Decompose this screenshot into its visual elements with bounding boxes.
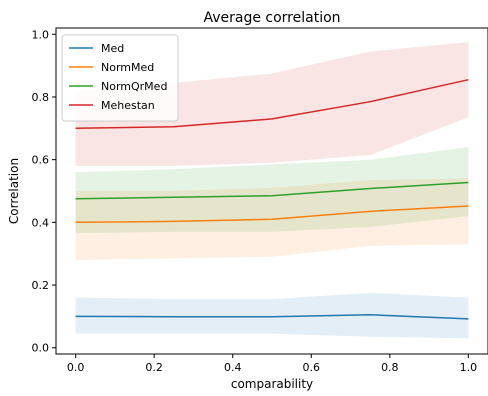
line-normqrmed: [75, 181, 469, 200]
x-tick-label: 0.8: [381, 361, 399, 374]
chart-title: Average correlation: [203, 10, 340, 26]
legend-label: NormQrMed: [101, 80, 167, 93]
y-axis-label: Correlation: [7, 158, 21, 224]
legend-label: Mehestan: [101, 99, 155, 112]
line-normmed: [75, 205, 469, 224]
x-axis-label: comparability: [231, 377, 313, 391]
legend: Med NormMed NormQrMed Mehestan: [61, 34, 179, 122]
legend-box: [61, 34, 179, 122]
y-tick-label: 0.0: [32, 342, 50, 355]
series-lines: [75, 78, 469, 320]
line-med: [75, 314, 469, 320]
y-tick-label: 0.2: [32, 279, 50, 292]
x-tick-label: 0.6: [303, 361, 321, 374]
y-axis-ticks: 0.0 0.2 0.4 0.6 0.8 1.0: [32, 28, 56, 355]
x-tick-label: 1.0: [460, 361, 478, 374]
x-tick-label: 0.2: [145, 361, 163, 374]
band-mehestan: [75, 42, 469, 166]
y-tick-label: 0.4: [32, 216, 50, 229]
x-tick-label: 0.0: [67, 361, 85, 374]
plot-frame: [55, 27, 488, 355]
y-tick-label: 1.0: [32, 28, 50, 41]
y-tick-label: 0.8: [32, 91, 50, 104]
legend-label: Med: [101, 42, 124, 55]
y-tick-label: 0.6: [32, 154, 50, 167]
legend-label: NormMed: [101, 61, 154, 74]
line-mehestan: [75, 78, 469, 130]
x-tick-label: 0.4: [224, 361, 242, 374]
x-axis-ticks: 0.0 0.2 0.4 0.6 0.8 1.0: [67, 354, 477, 374]
band-med: [75, 292, 469, 339]
